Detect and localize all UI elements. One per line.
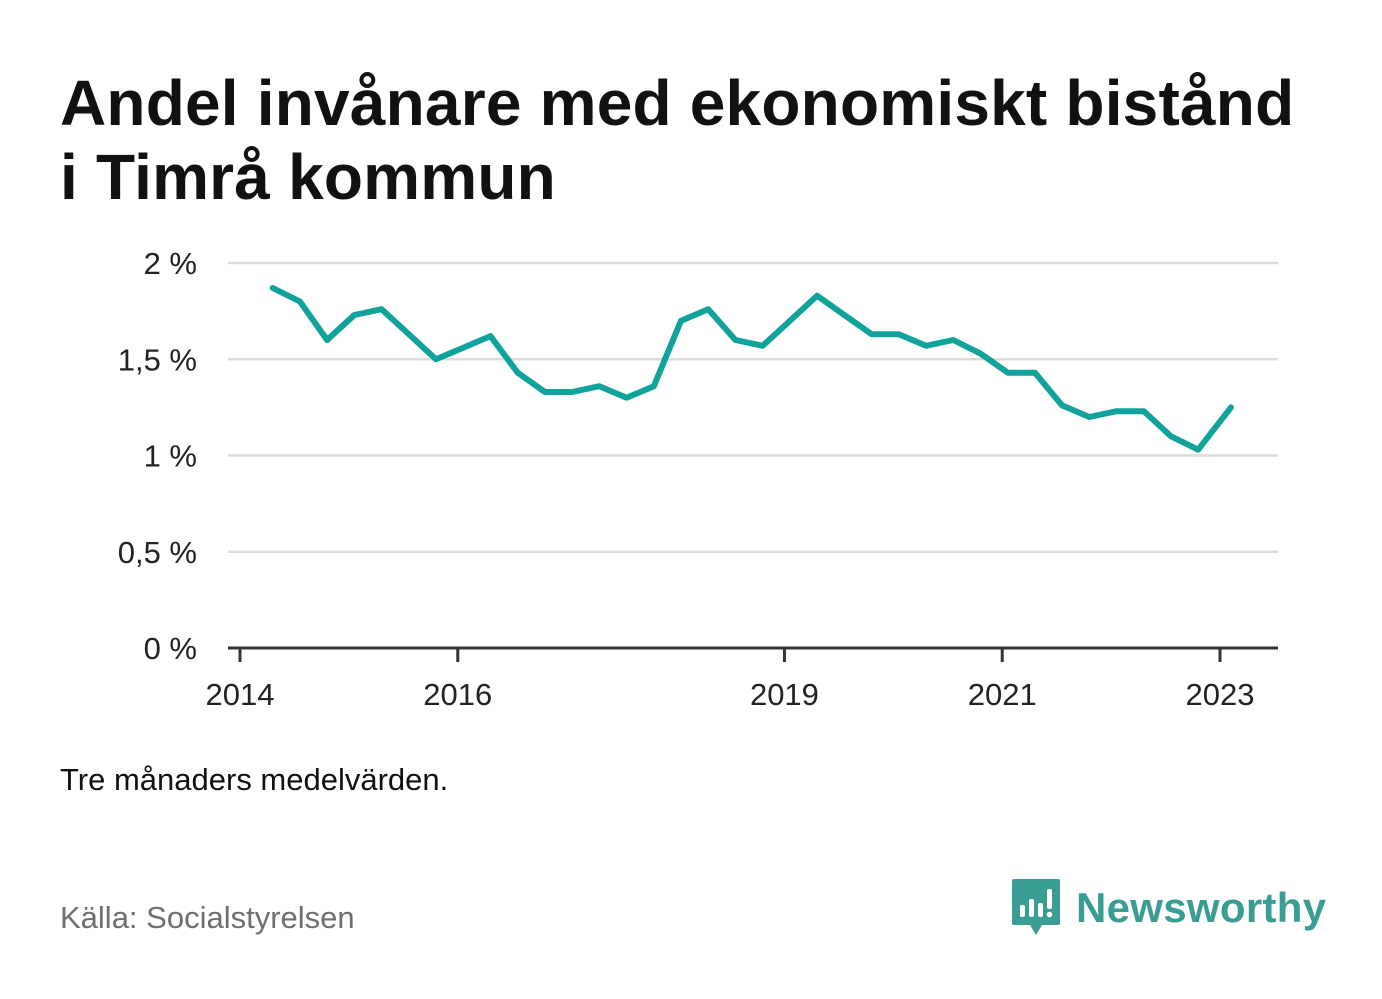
y-tick-label: 2 % [144,246,197,281]
y-axis-tick-labels: 0 % 0,5 % 1 % 1,5 % 2 % [118,246,197,666]
y-tick-label: 1,5 % [118,342,197,377]
x-tick-label: 2014 [206,677,275,712]
x-tick-label: 2016 [423,677,492,712]
x-tick-label: 2023 [1186,677,1255,712]
x-tick-label: 2021 [968,677,1037,712]
source-credit: Källa: Socialstyrelsen [60,900,355,935]
y-tick-label: 0 % [144,631,197,666]
newsworthy-logo-icon [1012,879,1060,935]
series-layer [269,285,1234,453]
brand-name: Newsworthy [1076,884,1327,931]
chart-note: Tre månaders medelvärden. [60,762,449,797]
x-tick-label: 2019 [750,677,819,712]
brand-logo[interactable]: Newsworthy [1010,876,1326,940]
y-tick-label: 1 % [144,439,197,474]
y-tick-label: 0,5 % [118,535,197,570]
chart-title: Andel invånare med ekonomiskt bistånd i … [60,67,1295,213]
x-axis: 2014 2016 2019 2021 2023 [206,646,1278,712]
gridlines [228,261,1278,553]
series-line [269,285,1234,453]
